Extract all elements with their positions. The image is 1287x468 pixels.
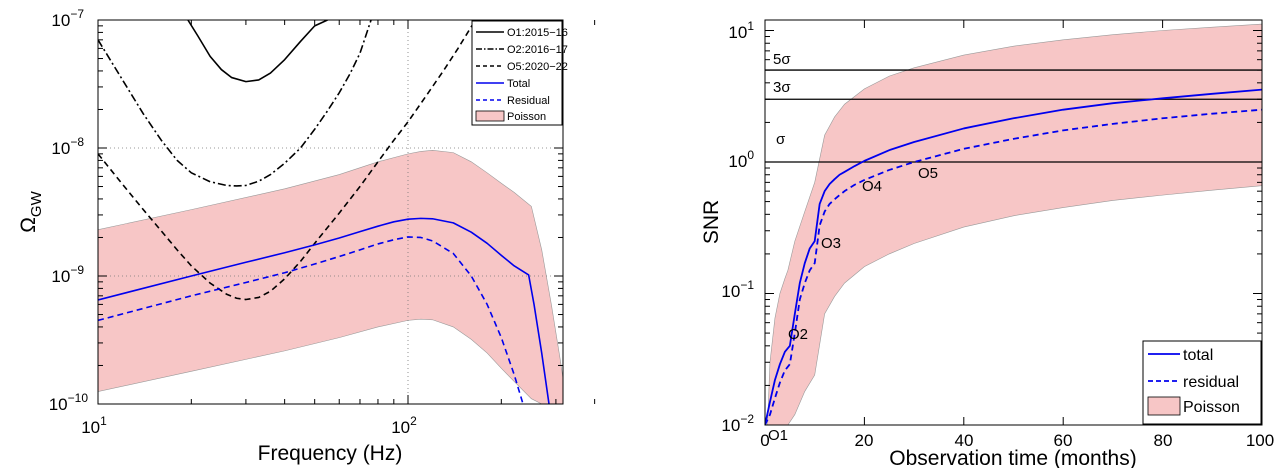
series-line-residual [765, 108, 1262, 425]
axes-frame [764, 19, 1263, 426]
legend-swatch-poisson [475, 110, 505, 122]
x-tick-label: 40 [955, 431, 974, 450]
poisson-band-area [767, 23, 1262, 425]
x-tick-label: 60 [1054, 431, 1073, 450]
annotation-label: O4 [862, 178, 882, 195]
poisson-band-area [98, 149, 563, 404]
y-axis-label: SNR [700, 200, 723, 244]
y-tick-label: 101 [728, 19, 754, 42]
x-axis-label: Frequency (Hz) [258, 442, 403, 465]
sigma-label: σ [776, 131, 786, 148]
x-tick-label: 101 [81, 414, 107, 437]
frequency-chart: 10−10 10−9 10−8 10−7 101 102 Frequency (… [17, 7, 596, 465]
y-tick-label: 10−7 [51, 7, 84, 30]
legend-label-o5: O5:2020−22 [507, 61, 568, 73]
y-tick-label: 10−2 [721, 412, 754, 435]
legend: O1:2015−16 O2:2016−17 O5:2020−22 Total R… [471, 20, 568, 126]
axes-frame [97, 19, 564, 405]
legend-label-total: total [1183, 347, 1213, 364]
series-line-total [98, 217, 550, 404]
y-tick-label: 100 [728, 148, 754, 171]
y-tick-label: 10−8 [51, 135, 84, 158]
y-axis-label: ΩGW [17, 190, 45, 232]
legend-label-o1: O1:2015−16 [507, 27, 568, 39]
annotation-label: O2 [788, 326, 808, 343]
series-line-o5-2020-22 [98, 20, 477, 301]
series-lines [98, 20, 550, 404]
series-line-residual [98, 236, 524, 404]
snr-chart: 10−2 10−1 100 101 0 20 40 60 80 100 Obse… [700, 19, 1274, 468]
legend-box [471, 20, 563, 126]
poisson-band [98, 149, 563, 404]
legend: total residual Poisson [1142, 340, 1262, 425]
sigma-label: 3σ [773, 79, 791, 96]
x-tick-label: 80 [1154, 431, 1173, 450]
legend-label-o2: O2:2016−17 [507, 44, 568, 56]
annotation-label: O3 [821, 235, 841, 252]
y-tick-label: 10−1 [721, 278, 754, 301]
legend-label-total: Total [507, 78, 530, 90]
legend-label-poisson: Poisson [507, 111, 546, 123]
x-tick-label: 102 [391, 414, 417, 437]
x-tick-label: 20 [855, 431, 874, 450]
annotation-label: O5 [918, 165, 938, 182]
annotation-label: O1 [768, 427, 788, 444]
y-tick-label: 10−9 [51, 263, 84, 286]
y-tick-label: 10−10 [49, 391, 89, 414]
series-line-total [765, 88, 1262, 425]
legend-swatch-poisson [1147, 396, 1181, 416]
x-axis-label: Observation time (months) [889, 447, 1136, 468]
sigma-lines [765, 69, 1262, 163]
series-line-o1-2015-16 [187, 20, 328, 83]
series-line-o2-2016-17 [98, 20, 372, 187]
sigma-label: 5σ [773, 51, 791, 68]
x-tick-label: 0 [760, 431, 769, 450]
x-tick-label: 100 [1246, 431, 1274, 450]
legend-label-residual: Residual [507, 95, 550, 107]
legend-label-residual: residual [1183, 374, 1239, 391]
legend-label-poisson: Poisson [1183, 399, 1240, 416]
poisson-band [767, 23, 1262, 425]
series-lines [765, 88, 1262, 425]
grid [98, 20, 563, 404]
